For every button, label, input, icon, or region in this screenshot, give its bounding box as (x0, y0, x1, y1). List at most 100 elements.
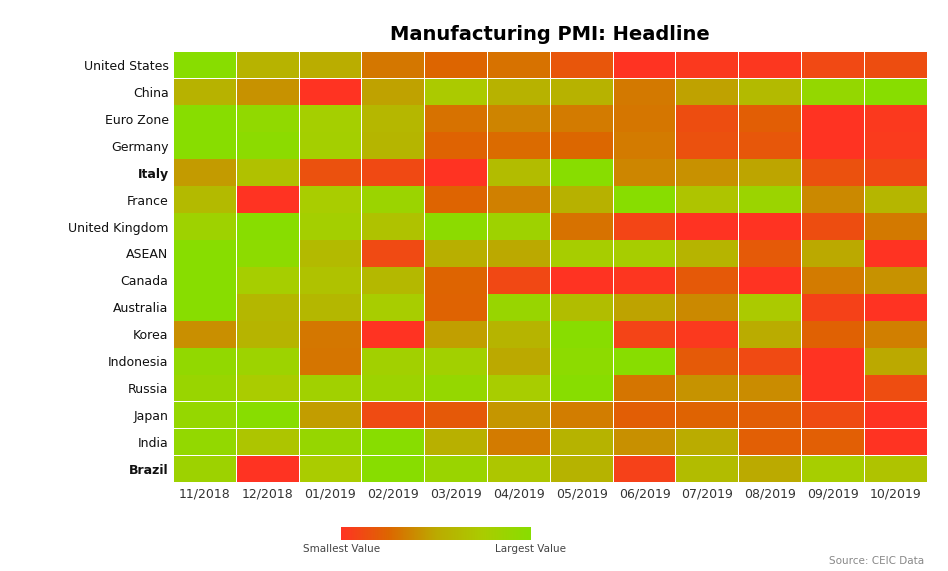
Bar (173, 456, 236, 482)
Bar (237, 213, 299, 240)
Bar (739, 186, 801, 213)
Bar (237, 240, 299, 267)
Bar (300, 429, 361, 455)
Bar (676, 321, 738, 348)
Bar (300, 186, 361, 213)
Bar (362, 79, 425, 105)
Bar (425, 267, 487, 293)
Bar (865, 402, 927, 428)
Bar (425, 51, 487, 78)
Bar (425, 186, 487, 213)
Bar (865, 348, 927, 375)
Bar (488, 79, 550, 105)
Bar (173, 51, 236, 78)
Bar (739, 79, 801, 105)
Bar (237, 79, 299, 105)
Bar (676, 375, 738, 401)
Bar (802, 106, 864, 132)
Bar (551, 375, 612, 401)
Bar (802, 321, 864, 348)
Bar (739, 429, 801, 455)
Bar (676, 294, 738, 321)
Bar (676, 240, 738, 267)
Bar (362, 429, 425, 455)
Bar (488, 132, 550, 159)
Bar (613, 79, 676, 105)
Bar (739, 321, 801, 348)
Bar (488, 348, 550, 375)
Bar (865, 213, 927, 240)
Bar (613, 267, 676, 293)
Bar (425, 456, 487, 482)
Bar (802, 213, 864, 240)
Bar (613, 106, 676, 132)
Bar (802, 348, 864, 375)
Bar (739, 402, 801, 428)
Bar (300, 375, 361, 401)
Bar (488, 294, 550, 321)
Bar (676, 51, 738, 78)
Bar (237, 321, 299, 348)
Bar (865, 321, 927, 348)
Bar (676, 106, 738, 132)
Bar (425, 429, 487, 455)
Bar (173, 267, 236, 293)
Bar (802, 294, 864, 321)
Bar (488, 321, 550, 348)
Bar (739, 267, 801, 293)
Bar (551, 267, 612, 293)
Bar (488, 375, 550, 401)
Bar (237, 348, 299, 375)
Bar (613, 159, 676, 186)
Bar (739, 375, 801, 401)
Bar (362, 159, 425, 186)
Bar (362, 375, 425, 401)
Bar (362, 186, 425, 213)
Bar (676, 267, 738, 293)
Bar (362, 294, 425, 321)
Bar (237, 186, 299, 213)
Bar (173, 240, 236, 267)
Bar (865, 375, 927, 401)
Bar (300, 106, 361, 132)
Bar (300, 456, 361, 482)
Bar (551, 402, 612, 428)
Bar (802, 267, 864, 293)
Bar (425, 213, 487, 240)
Bar (551, 348, 612, 375)
Text: Source: CEIC Data: Source: CEIC Data (830, 556, 924, 566)
Bar (739, 294, 801, 321)
Bar (488, 213, 550, 240)
Bar (237, 267, 299, 293)
Bar (551, 159, 612, 186)
Bar (865, 456, 927, 482)
Bar (362, 402, 425, 428)
Bar (802, 186, 864, 213)
Bar (425, 240, 487, 267)
Bar (802, 240, 864, 267)
Bar (865, 429, 927, 455)
Bar (551, 79, 612, 105)
Bar (300, 321, 361, 348)
Bar (865, 159, 927, 186)
Bar (613, 321, 676, 348)
Bar (425, 79, 487, 105)
Bar (300, 159, 361, 186)
Bar (676, 402, 738, 428)
Bar (425, 159, 487, 186)
Bar (173, 106, 236, 132)
Bar (676, 132, 738, 159)
Bar (865, 106, 927, 132)
Bar (173, 402, 236, 428)
Bar (300, 213, 361, 240)
Bar (300, 294, 361, 321)
Bar (613, 456, 676, 482)
Bar (676, 429, 738, 455)
Bar (676, 79, 738, 105)
Bar (613, 429, 676, 455)
Bar (613, 348, 676, 375)
Bar (173, 186, 236, 213)
Bar (237, 51, 299, 78)
Bar (173, 321, 236, 348)
Bar (551, 132, 612, 159)
